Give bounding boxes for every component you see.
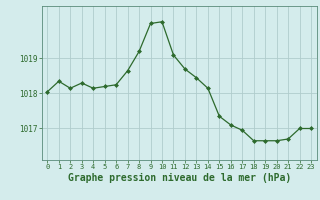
X-axis label: Graphe pression niveau de la mer (hPa): Graphe pression niveau de la mer (hPa) [68,173,291,183]
